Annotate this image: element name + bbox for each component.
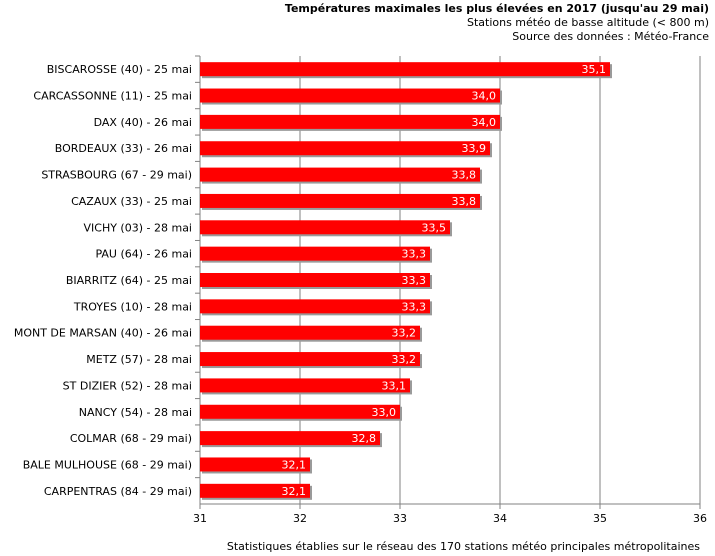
value-label: 34,0 [472, 116, 497, 129]
bar [200, 167, 480, 182]
value-label: 33,3 [402, 300, 427, 313]
value-label: 34,0 [472, 90, 497, 103]
bar [200, 141, 490, 156]
category-label: CAZAUX (33) - 25 mai [71, 195, 192, 208]
chart-title: Températures maximales les plus élevées … [284, 2, 709, 15]
value-label: 32,1 [282, 458, 307, 471]
bar [200, 457, 310, 472]
value-label: 33,1 [382, 379, 407, 392]
chart-title-block: Températures maximales les plus élevées … [285, 2, 709, 44]
category-label: METZ (57) - 28 mai [86, 353, 192, 366]
category-label: CARPENTRAS (84 - 29 mai) [44, 485, 192, 498]
category-label: VICHY (03) - 28 mai [84, 221, 193, 234]
bar [200, 352, 420, 367]
category-label: PAU (64) - 26 mai [95, 248, 192, 261]
category-label: DAX (40) - 26 mai [94, 116, 192, 129]
category-label: ST DIZIER (52) - 28 mai [63, 379, 192, 392]
chart-subtitle: Stations météo de basse altitude (< 800 … [466, 16, 709, 29]
bar [200, 483, 310, 498]
x-tick-label: 32 [293, 512, 307, 525]
bar [200, 220, 450, 235]
bar [200, 193, 480, 208]
value-label: 33,3 [402, 248, 427, 261]
chart-footer: Statistiques établies sur le réseau des … [226, 540, 700, 553]
value-label: 33,2 [392, 353, 417, 366]
category-label: TROYES (10) - 28 mai [73, 300, 192, 313]
bar [200, 273, 430, 287]
value-label: 33,0 [372, 406, 397, 419]
x-tick-label: 33 [393, 512, 407, 525]
value-label: 33,3 [402, 274, 427, 287]
bar [200, 62, 610, 77]
category-label: BORDEAUX (33) - 26 mai [55, 142, 192, 155]
bar [200, 404, 400, 419]
category-label: BIARRITZ (64) - 25 mai [66, 274, 192, 287]
value-label: 33,8 [452, 169, 477, 182]
bar [200, 431, 380, 446]
bar [200, 88, 500, 103]
category-label: BISCAROSSE (40) - 25 mai [47, 63, 192, 76]
value-label: 32,1 [282, 485, 307, 498]
bar [200, 114, 500, 129]
value-label: 32,8 [352, 432, 377, 445]
bar [200, 325, 420, 340]
category-label: STRASBOURG (67 - 29 mai) [41, 169, 192, 182]
category-label: BALE MULHOUSE (68 - 29 mai) [23, 458, 192, 471]
value-label: 33,2 [392, 327, 417, 340]
bar [200, 299, 430, 314]
x-tick-label: 31 [193, 512, 207, 525]
value-label: 33,5 [422, 221, 447, 234]
category-label: MONT DE MARSAN (40) - 26 mai [14, 327, 192, 340]
x-tick-label: 34 [493, 512, 507, 525]
bar [200, 378, 410, 393]
value-label: 33,9 [462, 142, 487, 155]
x-tick-label: 36 [693, 512, 707, 525]
category-label: NANCY (54) - 28 mai [79, 406, 192, 419]
category-label: COLMAR (68 - 29 mai) [70, 432, 192, 445]
value-label: 35,1 [582, 63, 607, 76]
bar [200, 246, 430, 261]
chart-source: Source des données : Météo-France [512, 30, 709, 43]
x-tick-label: 35 [593, 512, 607, 525]
value-label: 33,8 [452, 195, 477, 208]
category-label: CARCASSONNE (11) - 25 mai [33, 90, 192, 103]
